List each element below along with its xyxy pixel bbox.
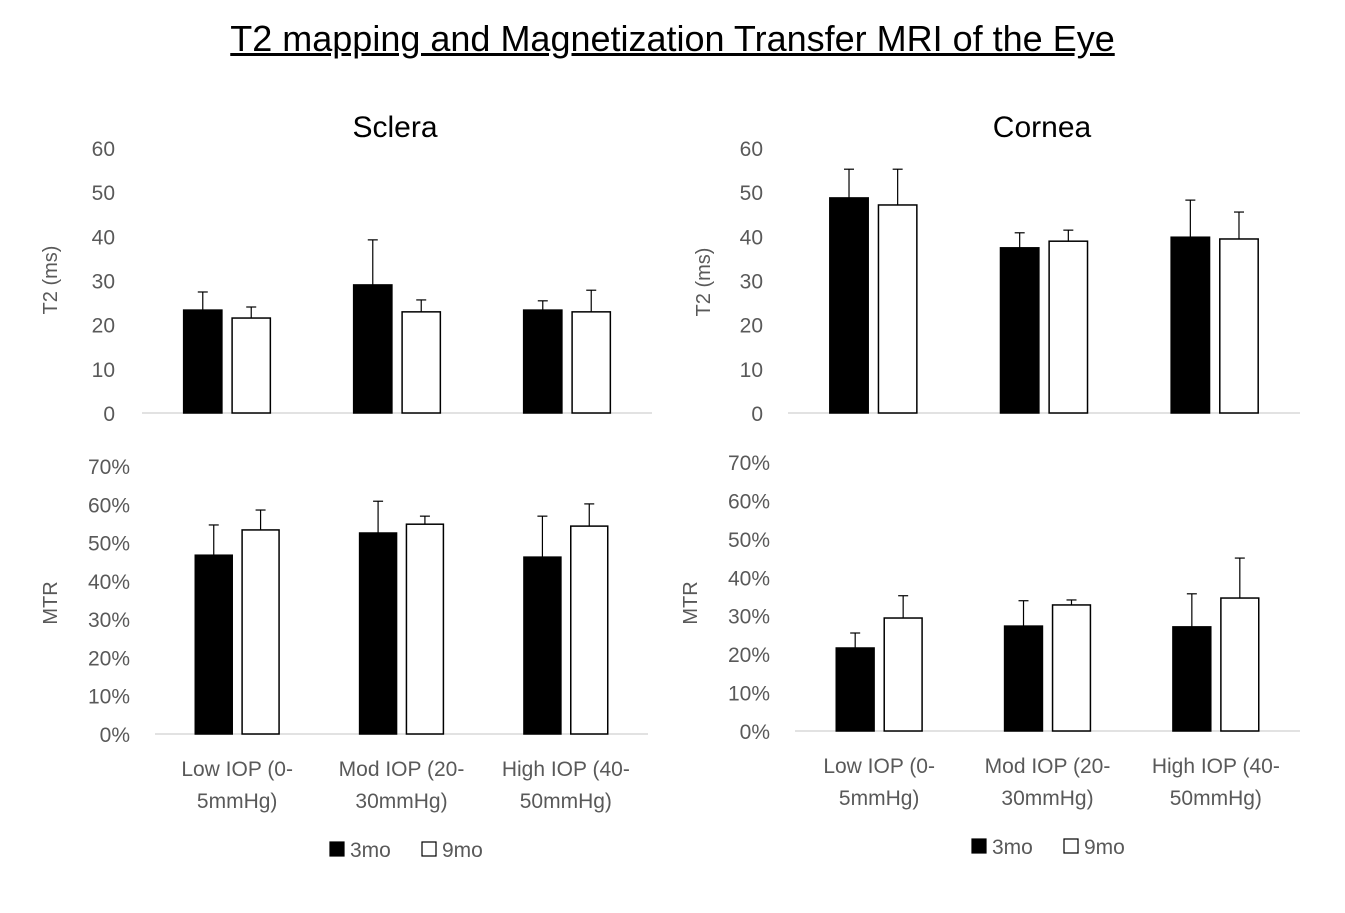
bar-3mo [999, 247, 1040, 414]
y-tick-label: 20% [728, 644, 770, 667]
legend: 3mo 9mo [971, 836, 1125, 859]
y-tick-label: 10 [92, 359, 115, 382]
y-tick-label: 40% [88, 571, 130, 594]
x-tick-label-line: Mod IOP (20- [985, 755, 1111, 778]
y-tick-label: 30 [92, 271, 115, 294]
y-tick-label: 0% [740, 721, 770, 744]
y-tick-label: 10% [88, 686, 130, 709]
x-tick-label: High IOP (40- 50mmHg) [1152, 755, 1280, 810]
x-tick-label: Mod IOP (20- 30mmHg) [985, 755, 1111, 810]
x-tick-label-line: 50mmHg) [1170, 787, 1262, 810]
y-tick-label: 0 [103, 403, 115, 426]
main-title: T2 mapping and Magnetization Transfer MR… [230, 18, 1115, 59]
y-tick-label: 20 [92, 315, 115, 338]
y-tick-label: 40 [92, 226, 115, 249]
panel-sclera-mtr: 0% 10% 20% 30% 40% 50% 60% 70% MTR Low IOP (0- 5mm… [40, 456, 648, 862]
bar-9mo [231, 317, 272, 414]
legend-label-3mo: 3mo [992, 836, 1033, 859]
x-tick-label-line: High IOP (40- [1152, 755, 1280, 778]
bar-3mo [835, 647, 875, 732]
x-tick-label: Low IOP (0- 5mmHg) [823, 755, 935, 810]
bar-3mo [358, 532, 398, 735]
x-tick-label-line: 5mmHg) [839, 787, 920, 810]
bar-9mo [883, 617, 923, 732]
y-tick-label: 30 [740, 271, 763, 294]
x-tick-label-line: High IOP (40- [502, 758, 630, 781]
y-tick-label: 40 [740, 226, 763, 249]
x-tick-label-line: 30mmHg) [1001, 787, 1093, 810]
legend-swatch-9mo [1063, 838, 1079, 854]
y-tick-label: 30% [88, 609, 130, 632]
y-axis-label: T2 (ms) [693, 248, 715, 317]
bar-9mo [571, 311, 612, 414]
bar-9mo [877, 204, 918, 414]
x-tick-label-line: 5mmHg) [197, 790, 278, 813]
x-tick-label-line: 30mmHg) [355, 790, 447, 813]
x-tick-label: Mod IOP (20- 30mmHg) [339, 758, 465, 813]
bar-3mo [522, 309, 563, 414]
x-tick-label: High IOP (40- 50mmHg) [502, 758, 630, 813]
panel-cornea-t2: Cornea 0 10 20 30 40 50 60 T2 (ms) [693, 111, 1300, 426]
y-axis-label: MTR [680, 581, 702, 624]
bar-3mo [1170, 236, 1211, 414]
y-tick-label: 60 [740, 138, 763, 161]
y-tick-label: 50 [740, 182, 763, 205]
bar-9mo [570, 525, 609, 735]
y-tick-label: 20 [740, 315, 763, 338]
y-axis-label: T2 (ms) [40, 246, 62, 315]
bar-9mo [1048, 240, 1089, 414]
legend-swatch-9mo [421, 841, 437, 857]
x-tick-label-line: Low IOP (0- [823, 755, 935, 778]
x-tick-label-line: Mod IOP (20- [339, 758, 465, 781]
bar-3mo [1003, 625, 1044, 732]
panel-title: Cornea [993, 111, 1092, 144]
bar-9mo [1220, 597, 1260, 732]
bar-9mo [241, 529, 280, 735]
legend-swatch-3mo [971, 838, 987, 854]
y-tick-label: 40% [728, 567, 770, 590]
y-tick-label: 50% [88, 533, 130, 556]
legend-label-3mo: 3mo [350, 839, 391, 862]
panel-title: Sclera [352, 111, 437, 144]
y-tick-label: 20% [88, 647, 130, 670]
legend-swatch-3mo [329, 841, 345, 857]
bar-9mo [405, 523, 445, 735]
bar-9mo [401, 311, 442, 414]
legend: 3mo 9mo [329, 839, 483, 862]
y-tick-label: 70% [88, 456, 130, 479]
y-tick-label: 60 [92, 138, 115, 161]
y-tick-label: 0% [100, 724, 130, 747]
bar-3mo [829, 197, 869, 414]
panel-cornea-mtr: 0% 10% 20% 30% 40% 50% 60% 70% MTR Low IOP (0- 5mm… [680, 452, 1300, 859]
y-tick-label: 60% [88, 494, 130, 517]
bar-3mo [1172, 626, 1212, 732]
legend-label-9mo: 9mo [442, 839, 483, 862]
bar-3mo [194, 554, 233, 735]
y-tick-label: 50 [92, 182, 115, 205]
y-tick-label: 50% [728, 529, 770, 552]
y-tick-label: 10 [740, 359, 763, 382]
panel-sclera-t2: Sclera 0 10 20 30 40 50 60 T2 (ms) [40, 111, 652, 426]
y-tick-label: 0 [751, 403, 763, 426]
legend-label-9mo: 9mo [1084, 836, 1125, 859]
bar-9mo [1051, 604, 1092, 732]
x-tick-label-line: Low IOP (0- [181, 758, 293, 781]
x-tick-label: Low IOP (0- 5mmHg) [181, 758, 293, 813]
x-tick-label-line: 50mmHg) [520, 790, 612, 813]
y-tick-label: 60% [728, 490, 770, 513]
y-axis-label: MTR [40, 581, 62, 624]
y-tick-label: 30% [728, 606, 770, 629]
bar-9mo [1219, 238, 1259, 414]
bar-3mo [523, 556, 562, 735]
y-tick-label: 70% [728, 452, 770, 475]
bar-3mo [352, 284, 393, 414]
bar-3mo [182, 309, 223, 414]
y-tick-label: 10% [728, 683, 770, 706]
